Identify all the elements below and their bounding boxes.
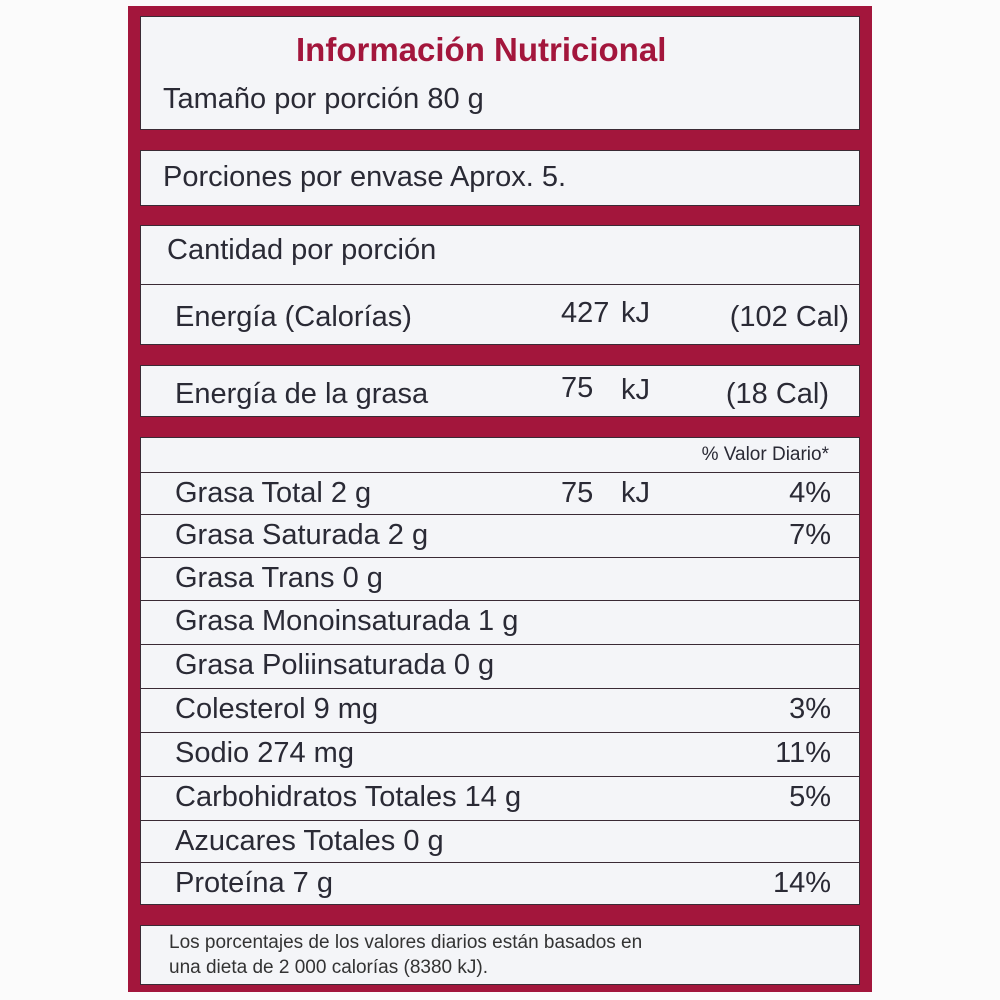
nutrient-row: Sodio 274 mg 11% [141, 732, 859, 777]
nutrient-label: Colesterol 9 mg [175, 693, 379, 725]
fat-energy-unit: kJ [621, 374, 650, 406]
nutrient-label: Azucares Totales 0 g [175, 825, 444, 857]
nutrient-row: Proteína 7 g 14% [141, 862, 859, 907]
nutrients-box: % Valor Diario* Grasa Total 2 g 75 kJ 4% Gra… [140, 437, 860, 905]
energy-row: Energía (Calorías) 427 kJ (102 Cal) [141, 284, 859, 345]
energy-box: Cantidad por porción Energía (Calorías) … [140, 225, 860, 345]
nutrient-daily-percent: 14% [772, 867, 831, 899]
nutrient-row: Carbohidratos Totales 14 g 5% [141, 776, 859, 821]
energy-cal: (102 Cal) [729, 301, 849, 333]
nutrient-daily-percent: 11% [775, 737, 831, 769]
nutrient-row: Grasa Total 2 g 75 kJ 4% [141, 472, 859, 515]
energy-label: Energía (Calorías) [175, 301, 412, 333]
serving-size: Tamaño por porción 80 g [163, 83, 484, 115]
nutrient-label: Grasa Monoinsaturada 1 g [175, 605, 519, 637]
nutrient-row: Azucares Totales 0 g [141, 820, 859, 863]
fat-energy-cal: (18 Cal) [725, 378, 829, 410]
header-box: Información Nutricional Tamaño por porci… [140, 16, 860, 130]
nutrient-row: Grasa Saturada 2 g 7% [141, 514, 859, 558]
footnote-line-1: Los porcentajes de los valores diarios e… [169, 932, 643, 953]
nutrient-label: Grasa Saturada 2 g [175, 519, 429, 551]
amount-per-serving: Cantidad por porción [167, 234, 437, 266]
daily-value-header: % Valor Diario* [701, 444, 829, 465]
nutrition-label: Información Nutricional Tamaño por porci… [128, 6, 872, 992]
nutrient-row: Colesterol 9 mg 3% [141, 688, 859, 733]
nutrient-label: Grasa Trans 0 g [175, 562, 383, 594]
label-title: Información Nutricional [296, 31, 667, 68]
nutrient-row: Grasa Trans 0 g [141, 557, 859, 601]
servings-per-container: Porciones por envase Aprox. 5. [163, 161, 567, 193]
fat-energy-box: Energía de la grasa 75 kJ (18 Cal) [140, 365, 860, 417]
footnote-line-2: una dieta de 2 000 calorías (8380 kJ). [169, 957, 488, 978]
nutrient-label: Grasa Total 2 g [175, 477, 372, 509]
nutrient-daily-percent: 7% [789, 519, 831, 551]
nutrient-energy-unit: kJ [621, 477, 650, 509]
energy-unit: kJ [621, 297, 650, 329]
nutrient-row: Grasa Monoinsaturada 1 g [141, 600, 859, 645]
nutrient-daily-percent: 4% [789, 477, 831, 509]
servings-box: Porciones por envase Aprox. 5. [140, 150, 860, 206]
nutrient-label: Carbohidratos Totales 14 g [175, 781, 522, 813]
energy-value: 427 [561, 297, 610, 329]
nutrient-label: Grasa Poliinsaturada 0 g [175, 649, 495, 681]
nutrient-energy-value: 75 [561, 477, 594, 509]
nutrient-label: Sodio 274 mg [175, 737, 354, 769]
footnote-box: Los porcentajes de los valores diarios e… [140, 925, 860, 985]
nutrient-row: Grasa Poliinsaturada 0 g [141, 644, 859, 689]
fat-energy-value: 75 [561, 372, 594, 404]
nutrient-daily-percent: 5% [789, 781, 831, 813]
nutrient-daily-percent: 3% [789, 693, 831, 725]
nutrient-label: Proteína 7 g [175, 867, 333, 899]
fat-energy-label: Energía de la grasa [175, 378, 429, 410]
